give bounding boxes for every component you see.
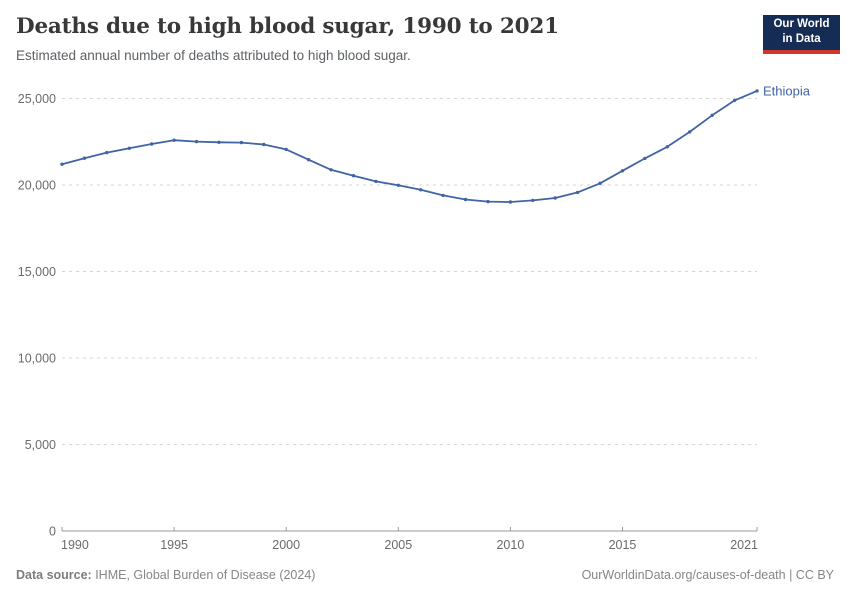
data-point [284,147,288,152]
y-axis-label: 25,000 [18,92,56,106]
data-point [396,183,400,187]
data-point [329,168,333,172]
data-point [127,146,131,150]
data-point [306,158,311,162]
entity-label-ethiopia: Ethiopia [763,83,811,98]
data-line-ethiopia [61,90,758,203]
x-axis-label: 2005 [384,538,412,552]
data-source-text: IHME, Global Burden of Disease (2024) [91,568,316,582]
x-axis-label: 1995 [160,538,188,552]
data-point [598,181,602,185]
owid-logo-line2: in Data [782,32,821,45]
y-axis-label: 0 [49,525,56,539]
data-point [419,188,423,192]
y-axis-label: 20,000 [18,179,56,193]
chart-header: Deaths due to high blood sugar, 1990 to … [16,14,750,63]
x-axis-label: 2000 [272,538,300,552]
owid-logo-line1: Our World [773,18,830,30]
data-point [239,140,244,145]
data-point [620,169,625,173]
data-point [531,198,535,203]
x-axis-label: 2021 [730,538,758,552]
data-point [665,145,669,149]
data-point [351,174,356,178]
data-point [710,113,714,118]
data-source: Data source: IHME, Global Burden of Dise… [16,568,315,582]
chart-title: Deaths due to high blood sugar, 1990 to … [16,14,559,39]
data-point [553,196,557,200]
data-point [60,162,64,166]
chart-subtitle: Estimated annual number of deaths attrib… [16,48,411,63]
data-point [150,142,154,146]
data-point [732,98,737,103]
x-axis-label: 2010 [496,538,524,552]
y-axis-label: 15,000 [18,265,56,279]
y-axis-label: 10,000 [18,352,56,366]
x-axis-label: 2015 [609,538,637,552]
credit-line: OurWorldinData.org/causes-of-death | CC … [581,568,834,582]
x-axis-label: 1990 [61,538,89,552]
data-point [755,89,759,93]
data-point [82,156,87,160]
data-point [643,156,647,161]
data-point [463,197,468,202]
data-point [575,190,580,195]
data-point [688,130,692,134]
data-point [486,199,490,204]
data-source-label: Data source: [16,568,92,582]
data-point [508,200,513,204]
data-point [105,150,109,155]
data-point [172,138,176,142]
data-point [441,193,445,198]
owid-logo: Our World in Data [763,15,840,54]
data-point [194,139,199,144]
data-point [217,140,221,144]
y-axis-label: 5,000 [25,438,56,452]
chart-footer: Data source: IHME, Global Burden of Dise… [16,568,834,582]
data-point [262,142,266,147]
data-point [374,179,378,184]
